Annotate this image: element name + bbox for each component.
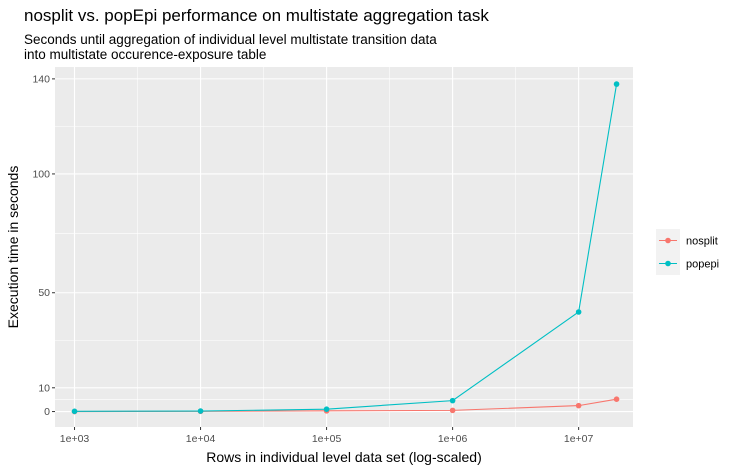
- data-point-popepi: [449, 397, 456, 404]
- x-axis-title: Rows in individual level data set (log-s…: [206, 449, 481, 465]
- data-point-nosplit: [449, 407, 456, 414]
- x-tick-label: 1e+05: [312, 433, 342, 445]
- y-tick-label: 140: [32, 73, 50, 85]
- chart-subtitle-line-2: into multistate occurence-exposure table: [24, 47, 267, 62]
- y-tick-label: 10: [38, 382, 50, 394]
- legend-key-point-nosplit: [665, 237, 671, 244]
- grid-minor: [55, 67, 633, 427]
- x-axis: 1e+03 1e+04 1e+05 1e+06 1e+07: [60, 427, 594, 445]
- legend-label-nosplit: nosplit: [686, 236, 718, 248]
- y-tick-label: 100: [32, 168, 50, 180]
- data-point-nosplit: [575, 402, 582, 409]
- data-point-popepi: [71, 408, 78, 415]
- legend-label-popepi: popepi: [686, 259, 719, 271]
- data-point-popepi: [197, 408, 204, 414]
- series-layer: [71, 81, 620, 415]
- x-tick-label: 1e+03: [60, 433, 90, 445]
- legend-key-point-popepi: [665, 260, 671, 267]
- series-line-popepi: [74, 84, 618, 412]
- chart-title: nosplit vs. popEpi performance on multis…: [24, 6, 489, 25]
- data-point-popepi: [613, 81, 620, 87]
- x-tick-label: 1e+04: [186, 433, 216, 445]
- data-point-popepi: [575, 309, 582, 315]
- chart-subtitle: Seconds until aggregation of individual …: [24, 32, 544, 62]
- chart-subtitle-line-1: Seconds until aggregation of individual …: [24, 32, 437, 47]
- x-tick-label: 1e+07: [564, 433, 594, 445]
- y-tick-label: 50: [38, 287, 50, 299]
- y-axis-title: Execution time in seconds: [5, 166, 21, 329]
- plot-panel: [55, 67, 633, 427]
- legend: nosplit popepi: [656, 229, 719, 275]
- data-point-popepi: [323, 406, 330, 412]
- y-axis: 0 10 50 100 140: [32, 73, 55, 418]
- y-tick-label: 0: [44, 406, 50, 418]
- data-point-nosplit: [613, 396, 620, 402]
- x-tick-label: 1e+06: [438, 433, 468, 445]
